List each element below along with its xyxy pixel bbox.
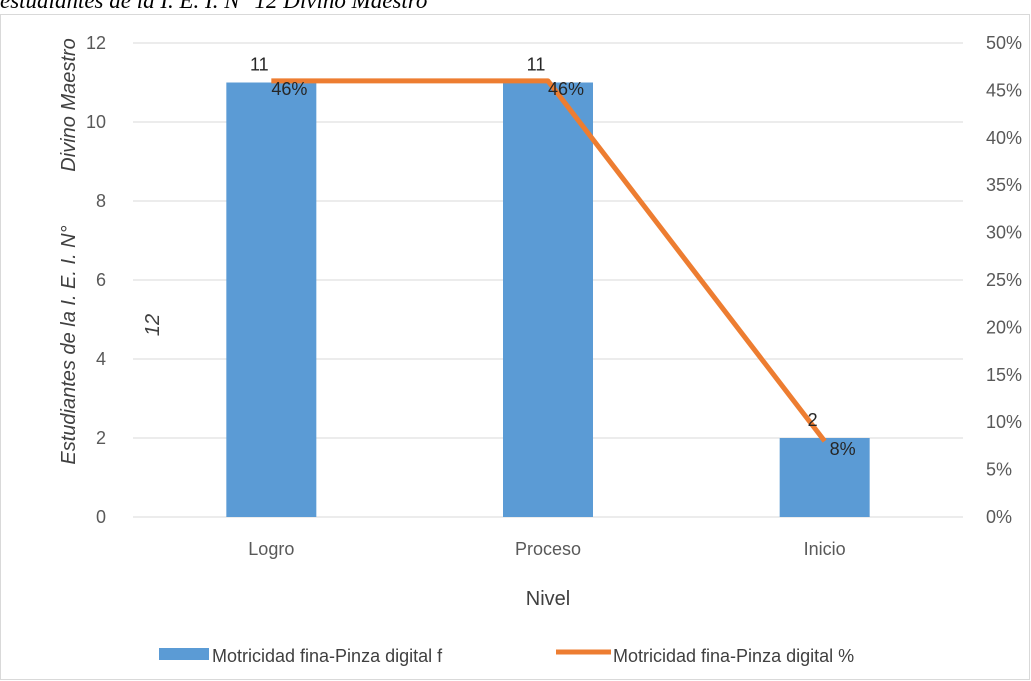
y2-tick-label: 15% bbox=[986, 365, 1022, 385]
y2-tick-label: 45% bbox=[986, 80, 1022, 100]
bar-inicio bbox=[779, 438, 870, 517]
line-data-label: 8% bbox=[830, 439, 856, 459]
legend-label-line: Motricidad fina-Pinza digital % bbox=[613, 646, 854, 666]
y2-tick-label: 40% bbox=[986, 128, 1022, 148]
y2-tick-label: 35% bbox=[986, 175, 1022, 195]
bar-data-label: 11 bbox=[527, 55, 546, 75]
x-tick-label: Proceso bbox=[515, 539, 581, 559]
y-tick-label: 4 bbox=[96, 349, 106, 369]
figure-caption: estudiantes de la I. E. I. N° 12 Divino … bbox=[0, 0, 428, 13]
y-tick-label: 6 bbox=[96, 270, 106, 290]
y-tick-label: 2 bbox=[96, 428, 106, 448]
x-tick-label: Logro bbox=[248, 539, 294, 559]
line-data-label: 46% bbox=[548, 79, 584, 99]
line-series bbox=[271, 78, 827, 443]
y2-tick-label: 5% bbox=[986, 460, 1012, 480]
left-axis-ticks: 0 2 4 6 8 10 12 bbox=[86, 33, 106, 527]
legend-swatch-bar bbox=[159, 648, 209, 660]
legend: Motricidad fina-Pinza digital f Motricid… bbox=[159, 646, 854, 666]
combo-chart: 0 2 4 6 8 10 12 0% 5% 10% 15% 20% 25% 30% 35% 40% 45% 50… bbox=[58, 33, 1022, 666]
y-axis-title-line-2: Divino Maestro bbox=[58, 38, 80, 171]
data-labels: 11 11 2 46% 46% 8% bbox=[250, 55, 856, 460]
legend-label-bar: Motricidad fina-Pinza digital f bbox=[212, 646, 443, 666]
x-axis-title: Nivel bbox=[526, 588, 570, 610]
bar-data-label: 2 bbox=[808, 410, 818, 430]
category-labels: Logro Proceso Inicio bbox=[248, 539, 845, 559]
right-axis-ticks: 0% 5% 10% 15% 20% 25% 30% 35% 40% 45% 50% bbox=[986, 33, 1022, 527]
bar-series bbox=[226, 82, 870, 517]
y-tick-label: 10 bbox=[86, 112, 106, 132]
y2-tick-label: 50% bbox=[986, 33, 1022, 53]
y-tick-label: 0 bbox=[96, 507, 106, 527]
y2-tick-label: 30% bbox=[986, 223, 1022, 243]
y-axis-title-line-3: 12 bbox=[142, 314, 164, 336]
x-tick-label: Inicio bbox=[804, 539, 846, 559]
y2-tick-label: 20% bbox=[986, 317, 1022, 337]
y2-tick-label: 25% bbox=[986, 270, 1022, 290]
bar-data-label: 11 bbox=[250, 55, 269, 75]
y-tick-label: 8 bbox=[96, 191, 106, 211]
y-axis-title-line-1: Estudiantes de la I. E. I. N° bbox=[58, 225, 80, 464]
percent-line bbox=[271, 78, 827, 443]
bar-proceso bbox=[503, 82, 593, 517]
y2-tick-label: 0% bbox=[986, 507, 1012, 527]
y-tick-label: 12 bbox=[86, 33, 106, 53]
chart-area: 0 2 4 6 8 10 12 0% 5% 10% 15% 20% 25% 30% 35% 40% 45% 50… bbox=[0, 14, 1030, 680]
y2-tick-label: 10% bbox=[986, 412, 1022, 432]
line-data-label: 46% bbox=[271, 79, 307, 99]
bar-logro bbox=[226, 82, 317, 517]
